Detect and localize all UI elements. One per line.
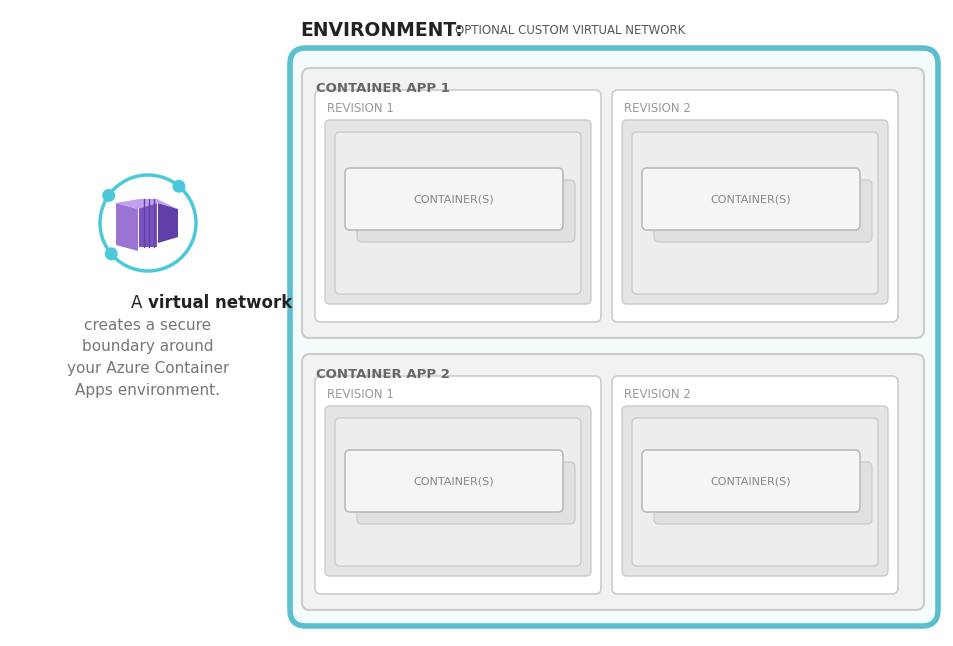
- FancyBboxPatch shape: [356, 462, 575, 524]
- Text: CONTAINER(S): CONTAINER(S): [710, 476, 790, 486]
- Text: REVISION 1: REVISION 1: [327, 388, 394, 401]
- Text: Apps environment.: Apps environment.: [75, 384, 220, 399]
- FancyBboxPatch shape: [302, 354, 923, 610]
- Circle shape: [102, 189, 115, 202]
- Text: your Azure Container: your Azure Container: [67, 362, 229, 377]
- Text: creates a secure: creates a secure: [85, 317, 212, 333]
- Text: OPTIONAL CUSTOM VIRTUAL NETWORK: OPTIONAL CUSTOM VIRTUAL NETWORK: [455, 23, 684, 37]
- FancyBboxPatch shape: [345, 168, 562, 230]
- Polygon shape: [116, 199, 178, 209]
- Circle shape: [105, 247, 117, 260]
- FancyBboxPatch shape: [314, 90, 600, 322]
- FancyBboxPatch shape: [345, 450, 562, 512]
- Text: CONTAINER(S): CONTAINER(S): [414, 194, 494, 204]
- Text: virtual network: virtual network: [148, 294, 292, 312]
- Polygon shape: [139, 199, 157, 247]
- Text: boundary around: boundary around: [82, 340, 213, 355]
- FancyBboxPatch shape: [621, 120, 887, 304]
- Text: A: A: [132, 294, 148, 312]
- FancyBboxPatch shape: [612, 376, 897, 594]
- FancyBboxPatch shape: [356, 180, 575, 242]
- FancyBboxPatch shape: [325, 406, 590, 576]
- FancyBboxPatch shape: [335, 132, 580, 294]
- FancyBboxPatch shape: [290, 48, 937, 626]
- Text: CONTAINER(S): CONTAINER(S): [414, 476, 494, 486]
- FancyBboxPatch shape: [641, 450, 859, 512]
- Text: CONTAINER(S): CONTAINER(S): [710, 194, 790, 204]
- Polygon shape: [116, 203, 138, 251]
- Text: REVISION 2: REVISION 2: [623, 101, 690, 114]
- Polygon shape: [158, 203, 178, 243]
- Text: CONTAINER APP 2: CONTAINER APP 2: [315, 368, 450, 380]
- FancyBboxPatch shape: [631, 132, 877, 294]
- FancyBboxPatch shape: [302, 68, 923, 338]
- FancyBboxPatch shape: [641, 168, 859, 230]
- Circle shape: [172, 180, 185, 193]
- FancyBboxPatch shape: [654, 180, 871, 242]
- Text: REVISION 1: REVISION 1: [327, 101, 394, 114]
- FancyBboxPatch shape: [612, 90, 897, 322]
- FancyBboxPatch shape: [654, 462, 871, 524]
- Text: REVISION 2: REVISION 2: [623, 388, 690, 401]
- FancyBboxPatch shape: [314, 376, 600, 594]
- FancyBboxPatch shape: [631, 418, 877, 566]
- Text: CONTAINER APP 1: CONTAINER APP 1: [315, 81, 450, 94]
- Text: ENVIRONMENT:: ENVIRONMENT:: [299, 21, 462, 39]
- FancyBboxPatch shape: [621, 406, 887, 576]
- FancyBboxPatch shape: [325, 120, 590, 304]
- FancyBboxPatch shape: [335, 418, 580, 566]
